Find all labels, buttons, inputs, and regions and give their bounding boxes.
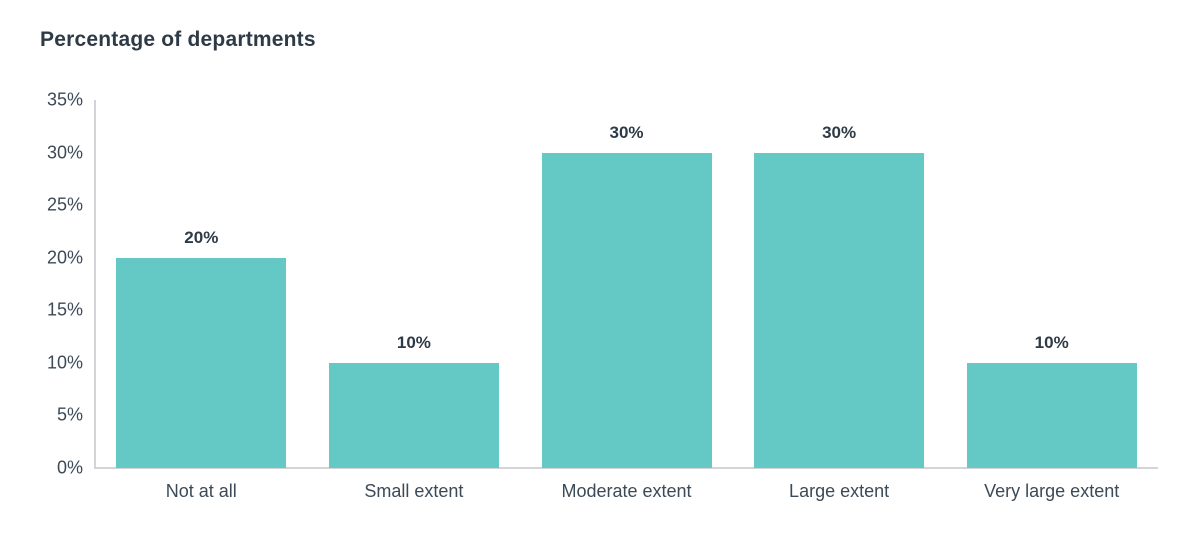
y-axis-line (94, 100, 96, 469)
bar-value-label: 10% (396, 332, 431, 352)
x-axis-label-moderate-extent: Moderate extent (561, 481, 692, 501)
x-axis-line (94, 467, 1158, 469)
y-axis-tick-label: 10% (46, 352, 83, 373)
y-axis-tick-label: 0% (56, 457, 83, 478)
y-axis-tick-label: 20% (46, 247, 83, 268)
bar-value-label: 10% (1034, 332, 1069, 352)
x-axis-label-large-extent: Large extent (789, 481, 890, 501)
bar-large-extent (754, 152, 925, 468)
bar-small-extent (328, 362, 499, 468)
x-axis-label-very-large-extent: Very large extent (984, 481, 1120, 501)
bar-moderate-extent (541, 152, 712, 468)
bar-value-label: 30% (822, 122, 857, 142)
bar-value-label: 30% (609, 122, 644, 142)
y-axis-tick-label: 5% (56, 404, 83, 425)
y-axis-tick-label: 35% (46, 89, 83, 110)
bar-value-label: 20% (184, 227, 219, 247)
x-axis-label-small-extent: Small extent (364, 481, 464, 501)
y-axis-tick-label: 30% (46, 142, 83, 163)
y-axis-tick-label: 15% (46, 299, 83, 320)
chart-title: Percentage of departments (40, 28, 316, 51)
x-axis-label-not-at-all: Not at all (165, 481, 237, 501)
bar-not-at-all (116, 257, 287, 468)
y-axis-tick-label: 25% (46, 194, 83, 215)
bar-very-large-extent (966, 362, 1137, 468)
